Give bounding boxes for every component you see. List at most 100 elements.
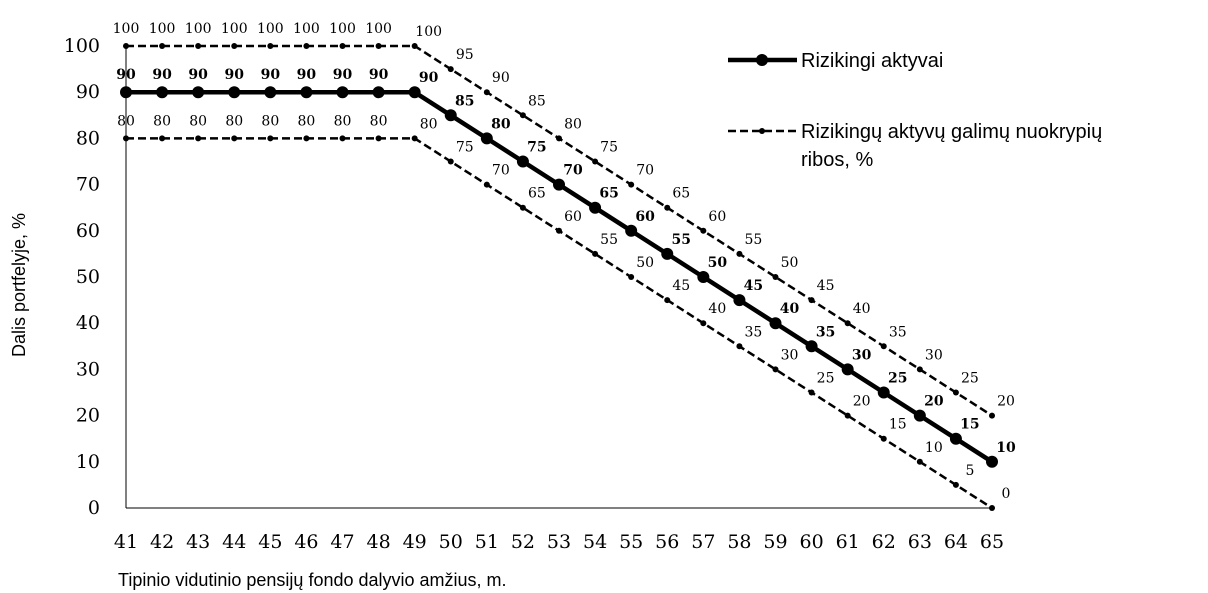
bound-point: [664, 297, 671, 304]
x-tick-label: 65: [980, 531, 1004, 553]
risky-data-label: 90: [297, 67, 317, 83]
bound-data-label: 80: [117, 113, 135, 129]
risky-point: [949, 432, 962, 445]
bound-data-label: 95: [456, 47, 474, 63]
bound-point: [339, 135, 346, 142]
bound-data-label: 35: [745, 324, 763, 340]
risky-data-label: 85: [455, 93, 474, 109]
bound-point: [375, 135, 382, 142]
bound-data-label: 70: [636, 163, 654, 179]
bound-point: [700, 227, 707, 234]
bound-data-label: 80: [420, 116, 438, 132]
x-tick-label: 55: [619, 531, 643, 553]
risky-point: [480, 132, 493, 145]
x-tick-label: 57: [691, 531, 715, 553]
risky-point: [661, 247, 674, 260]
series-line-lower-bound: [126, 137, 993, 510]
bound-data-label: 80: [564, 116, 582, 132]
bound-point: [483, 89, 490, 96]
bound-point: [411, 135, 418, 142]
risky-data-label: 80: [491, 116, 511, 132]
x-tick-label: 45: [258, 531, 282, 553]
bound-point: [195, 43, 202, 49]
bound-point: [411, 43, 418, 49]
bound-point: [556, 227, 562, 234]
x-tick-label: 43: [186, 531, 210, 553]
x-tick-labels: 41 42 43 44 45 46 47 48 49 50 51 52 53 54 55 56 57 58 59 60…: [114, 531, 1004, 553]
y-tick-label: 80: [76, 127, 100, 149]
bound-data-label: 30: [925, 347, 943, 363]
risky-data-label: 90: [419, 70, 439, 86]
risky-point: [553, 178, 565, 191]
bound-point: [700, 320, 707, 327]
risky-point: [841, 363, 854, 376]
y-tick-label: 30: [76, 358, 100, 380]
bound-data-label: 100: [293, 21, 320, 37]
bound-data-label: 0: [1002, 486, 1011, 502]
bound-point: [519, 112, 526, 119]
x-tick-label: 58: [727, 531, 751, 553]
bound-point: [267, 43, 274, 49]
risky-point: [156, 86, 169, 99]
bound-point: [159, 135, 166, 142]
bound-point: [880, 435, 887, 442]
bound-data-label: 65: [672, 186, 690, 202]
bound-data-label: 50: [636, 255, 654, 271]
x-tick-label: 53: [547, 531, 571, 553]
risky-data-label: 90: [261, 67, 281, 83]
bound-point: [483, 181, 490, 188]
bound-data-label: 80: [153, 113, 171, 129]
bound-data-label: 100: [415, 24, 442, 40]
series-layer: [120, 43, 998, 511]
bound-data-label: 30: [781, 347, 799, 363]
x-axis-title: Tipinio vidutinio pensijų fondo dalyvio …: [118, 570, 507, 590]
bound-point: [628, 274, 635, 280]
risky-data-label: 90: [116, 67, 136, 83]
risky-point: [228, 86, 241, 99]
risky-data-label: 90: [188, 67, 208, 83]
bound-point: [736, 250, 743, 257]
risky-point: [913, 409, 926, 422]
risky-point: [372, 86, 385, 99]
bound-point: [808, 297, 815, 304]
bound-data-label: 45: [817, 278, 835, 294]
x-tick-label: 61: [836, 531, 860, 553]
x-tick-label: 62: [872, 531, 896, 553]
risky-data-label: 55: [672, 232, 691, 248]
legend: Rizikingi aktyvai Rizikingų aktyvų galim…: [728, 50, 1102, 171]
risky-point: [516, 155, 529, 168]
x-tick-label: 44: [222, 531, 246, 553]
y-axis-title: Dalis portfelyje, %: [9, 213, 29, 357]
bound-data-label: 80: [334, 113, 352, 129]
bound-point: [952, 481, 959, 488]
bound-point: [303, 135, 310, 142]
risky-data-label: 45: [744, 278, 763, 294]
risky-data-label: 70: [563, 163, 583, 179]
bound-data-label: 75: [456, 140, 474, 156]
bound-data-label: 50: [781, 255, 799, 271]
risky-point: [408, 86, 421, 99]
bound-point: [267, 135, 274, 142]
bound-data-label: 25: [817, 371, 835, 387]
bound-point: [989, 412, 995, 419]
bound-data-label: 90: [492, 70, 510, 86]
bound-data-label: 20: [997, 394, 1015, 410]
x-tick-label: 56: [655, 531, 679, 553]
legend-marker-dashed: [759, 128, 765, 134]
y-tick-label: 70: [76, 174, 100, 196]
risky-point: [769, 317, 782, 330]
bound-data-label: 100: [365, 21, 392, 37]
risky-point: [877, 386, 890, 399]
bound-data-label: 100: [257, 21, 284, 37]
y-tick-label: 20: [76, 405, 100, 427]
bound-data-label: 40: [708, 301, 726, 317]
y-tick-label: 60: [76, 220, 100, 242]
bound-point: [952, 389, 959, 396]
bound-data-label: 10: [925, 440, 943, 456]
risky-point: [805, 340, 818, 353]
x-tick-label: 46: [294, 531, 318, 553]
bound-point: [772, 366, 779, 373]
risky-data-label: 30: [852, 347, 872, 363]
bound-data-label: 100: [221, 21, 248, 37]
